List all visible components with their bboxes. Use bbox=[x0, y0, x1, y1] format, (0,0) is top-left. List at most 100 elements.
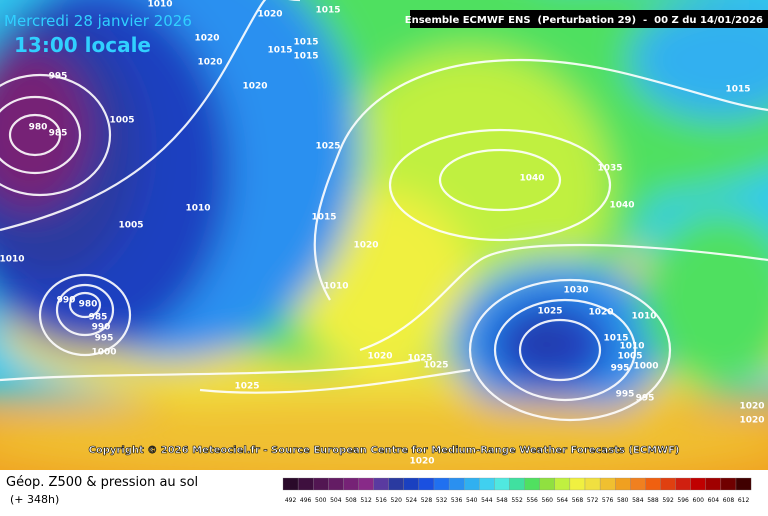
scale-label: 492 bbox=[285, 497, 297, 504]
isobar-label: 1025 bbox=[234, 382, 259, 392]
isobar-label: 1025 bbox=[407, 354, 432, 364]
isobar-label: 1000 bbox=[633, 362, 658, 372]
color-cell bbox=[675, 477, 691, 491]
scale-label: 556 bbox=[526, 497, 538, 504]
scale-label: 568 bbox=[572, 497, 584, 504]
color-cell bbox=[584, 477, 601, 491]
scale-label: 520 bbox=[391, 497, 403, 504]
isobar-label: 995 bbox=[611, 364, 630, 374]
color-cell bbox=[433, 477, 450, 491]
scale-label: 532 bbox=[436, 497, 448, 504]
color-cell bbox=[569, 477, 586, 491]
scale-label: 540 bbox=[466, 497, 478, 504]
color-cell bbox=[448, 477, 465, 491]
color-cell bbox=[599, 477, 616, 491]
isobar-label: 1015 bbox=[311, 213, 336, 223]
isobar-label: 1010 bbox=[323, 282, 348, 292]
color-cell bbox=[690, 477, 706, 491]
isobar-label: 1025 bbox=[423, 361, 448, 371]
color-cell bbox=[373, 477, 389, 491]
scale-label: 516 bbox=[375, 497, 387, 504]
isobar-label: 995 bbox=[616, 390, 635, 400]
color-cell bbox=[539, 477, 555, 491]
isobar-label: 980 bbox=[79, 300, 98, 310]
legend-title: Géop. Z500 & pression au sol bbox=[6, 475, 198, 490]
color-cell bbox=[660, 477, 676, 491]
isobar-label: 1025 bbox=[315, 142, 340, 152]
isobar-label: 1035 bbox=[597, 164, 622, 174]
isobar-label: 985 bbox=[49, 129, 68, 139]
color-cell bbox=[554, 477, 571, 491]
color-cell bbox=[403, 477, 420, 491]
scale-label: 572 bbox=[587, 497, 599, 504]
scale-label: 592 bbox=[662, 497, 674, 504]
color-cell bbox=[343, 477, 359, 491]
isobar-label: 1010 bbox=[631, 312, 656, 322]
isobar-label: 1010 bbox=[147, 0, 172, 10]
scale-label: 576 bbox=[602, 497, 614, 504]
isobar-label: 980 bbox=[29, 123, 48, 133]
scale-label: 564 bbox=[557, 497, 569, 504]
isobar-label: 985 bbox=[89, 313, 108, 323]
date: Mercredi 28 janvier 2026 bbox=[4, 12, 192, 30]
color-cell bbox=[645, 477, 661, 491]
scale-label: 608 bbox=[723, 497, 735, 504]
isobar-label: 1015 bbox=[315, 6, 340, 16]
color-cell bbox=[313, 477, 329, 491]
scale-label: 508 bbox=[345, 497, 357, 504]
scale-label: 580 bbox=[617, 497, 629, 504]
color-cell bbox=[328, 477, 344, 491]
isobar-label: 1015 bbox=[293, 52, 318, 62]
color-cell bbox=[282, 477, 299, 491]
scale-label: 560 bbox=[542, 497, 554, 504]
scale-label: 604 bbox=[708, 497, 720, 504]
isobar-label: 1015 bbox=[603, 334, 628, 344]
isobar-label: 1020 bbox=[353, 241, 378, 251]
scale-label: 612 bbox=[738, 497, 750, 504]
color-cell bbox=[524, 477, 540, 491]
isobar-label: 1020 bbox=[197, 58, 222, 68]
color-cell bbox=[479, 477, 495, 491]
isobar-label: 995 bbox=[95, 334, 114, 344]
scale-label: 600 bbox=[693, 497, 705, 504]
color-cell bbox=[705, 477, 722, 491]
isobar-label: 1020 bbox=[739, 402, 764, 412]
isobar-label: 1010 bbox=[0, 255, 25, 265]
scale-label: 496 bbox=[300, 497, 312, 504]
color-cell bbox=[720, 477, 737, 491]
color-cell bbox=[297, 477, 314, 491]
scale-label: 544 bbox=[481, 497, 493, 504]
isobar-label: 1040 bbox=[519, 174, 544, 184]
isobar-label: 995 bbox=[49, 72, 68, 82]
isobar-label: 1010 bbox=[185, 204, 210, 214]
scale-label: 536 bbox=[451, 497, 463, 504]
isobar-label: 1000 bbox=[91, 348, 116, 358]
isobar-label: 1020 bbox=[367, 352, 392, 362]
time: 13:00 locale bbox=[14, 33, 151, 57]
isobar-label: 1015 bbox=[293, 38, 318, 48]
color-cell bbox=[494, 477, 510, 491]
isobar-label: 1005 bbox=[109, 116, 134, 126]
color-cell bbox=[464, 477, 480, 491]
color-cell bbox=[735, 477, 752, 491]
isobar-label: 990 bbox=[57, 296, 76, 306]
isobar-label: 1020 bbox=[242, 82, 267, 92]
isobar-label: 1020 bbox=[194, 34, 219, 44]
scale-label: 588 bbox=[647, 497, 659, 504]
isobar-label: 1040 bbox=[609, 201, 634, 211]
isobar-label: 1005 bbox=[118, 221, 143, 231]
scale-label: 596 bbox=[677, 497, 689, 504]
color-cell bbox=[630, 477, 646, 491]
isobar-label: 1025 bbox=[537, 307, 562, 317]
scale-label: 528 bbox=[421, 497, 433, 504]
color-cell bbox=[615, 477, 631, 491]
model-run: Ensemble ECMWF ENS (Perturbation 29) - 0… bbox=[405, 15, 763, 26]
color-cell bbox=[388, 477, 404, 491]
scale-label: 512 bbox=[360, 497, 372, 504]
scale-label: 524 bbox=[406, 497, 418, 504]
color-cell bbox=[358, 477, 374, 491]
scale-label: 552 bbox=[511, 497, 523, 504]
isobar-label: 1015 bbox=[725, 85, 750, 95]
isobar-label: 1020 bbox=[257, 10, 282, 20]
